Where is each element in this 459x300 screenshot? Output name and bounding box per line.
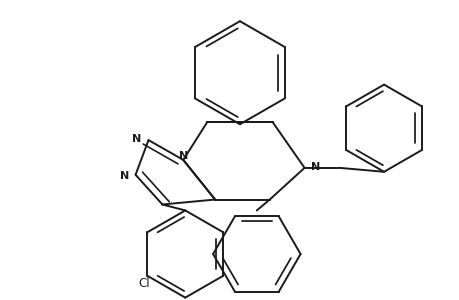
- Text: N: N: [178, 151, 187, 161]
- Text: N: N: [119, 171, 129, 181]
- Text: Cl: Cl: [138, 277, 150, 290]
- Text: N: N: [311, 162, 320, 172]
- Text: N: N: [131, 134, 140, 144]
